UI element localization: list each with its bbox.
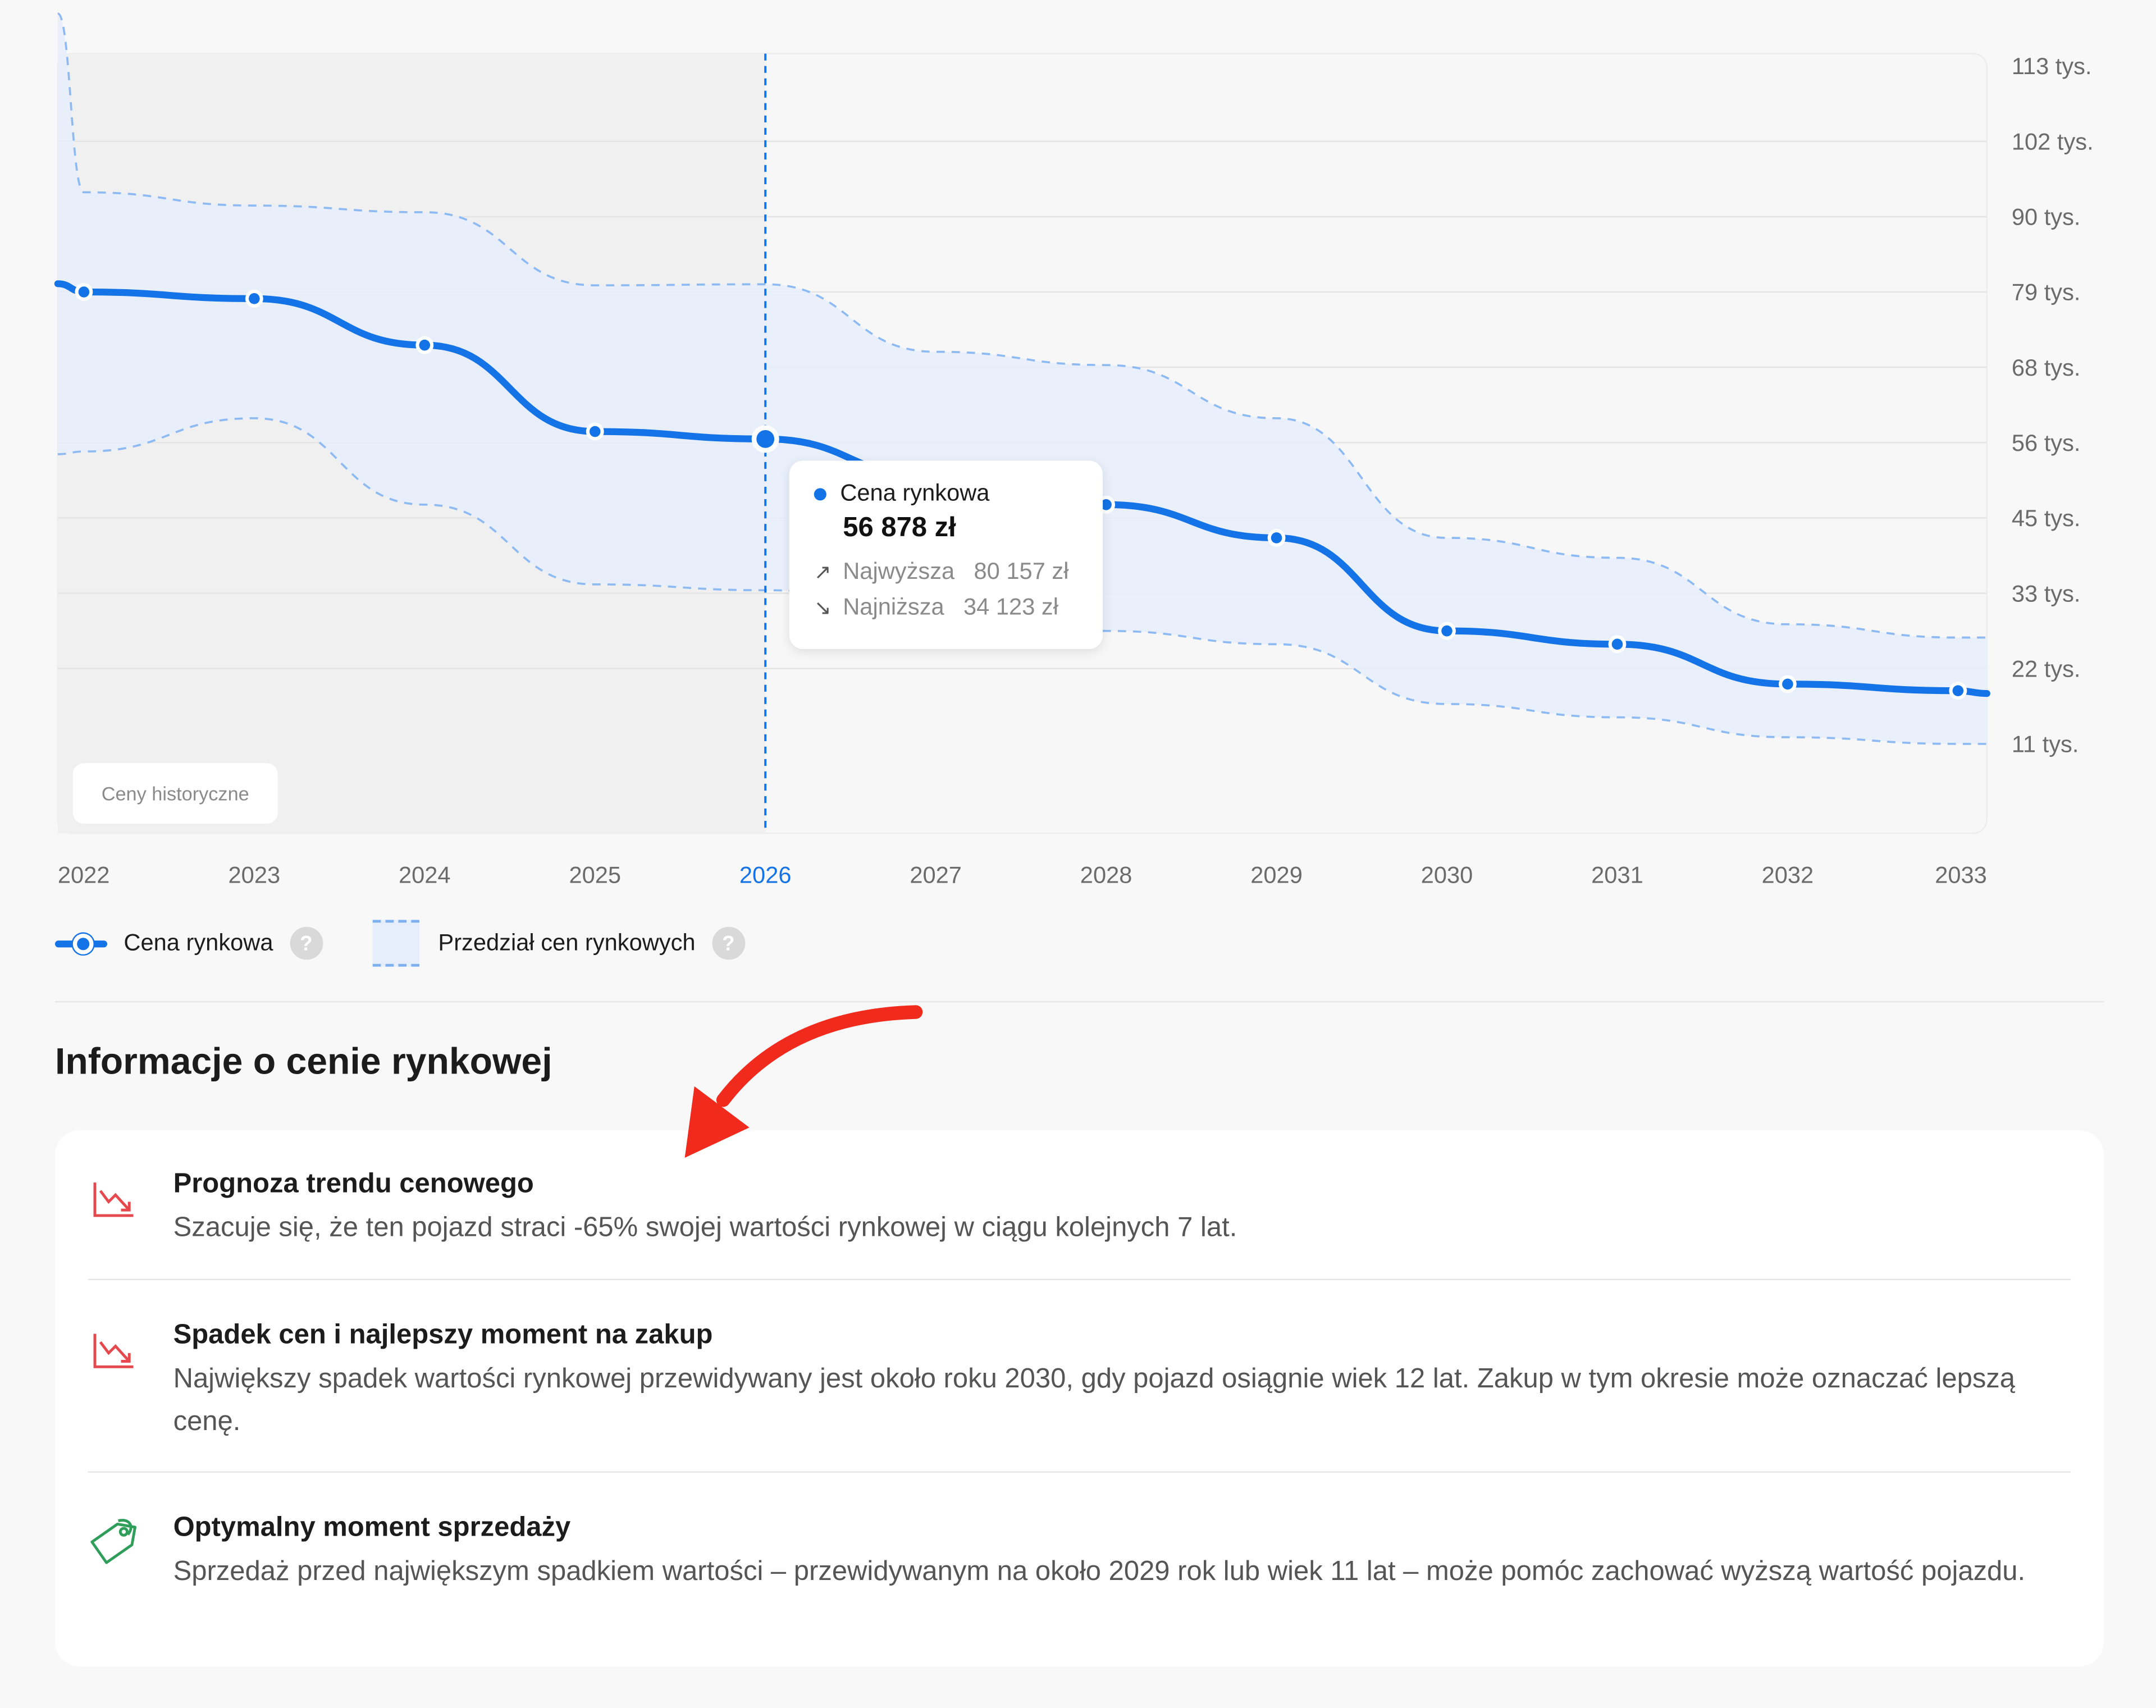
y-tick-label: 11 tys. [2012,731,2079,757]
data-point [249,293,260,304]
price-tag-icon [90,1519,136,1564]
tooltip-high-value: 80 157 zł [974,558,1069,584]
x-tick-label: 2023 [229,861,281,888]
data-point [589,426,601,437]
band-swatch-icon [372,920,419,967]
x-tick-label: 2031 [1591,861,1643,888]
data-point [1782,678,1793,690]
chart-legend: Cena rynkowa ? Przedział cen rynkowych ? [54,919,794,968]
y-tick-label: 113 tys. [2012,53,2092,79]
historical-prices-badge: Ceny historyczne [72,763,278,824]
y-tick-label: 22 tys. [2012,655,2081,682]
help-icon[interactable]: ? [289,926,323,960]
insight-title: Optymalny moment sprzedaży [173,1512,571,1543]
y-tick-label: 45 tys. [2012,505,2081,531]
x-tick-label: 2028 [1080,861,1132,888]
line-swatch-icon [54,933,108,955]
data-point [78,286,90,298]
y-tick-label: 56 tys. [2012,430,2081,456]
x-tick-label: 2029 [1250,861,1303,888]
data-point [1100,499,1112,510]
x-tick-label: 2033 [1935,861,1987,888]
price-range-band [57,13,1987,744]
y-tick-label: 68 tys. [2012,354,2081,381]
section-title: Informacje o cenie rynkowej [54,1040,552,1083]
tooltip-value: 56 878 zł [843,513,956,544]
insight-text: Największy spadek wartości rynkowej prze… [173,1364,2016,1437]
insight-divider [88,1278,2071,1281]
chart-tooltip: Cena rynkowa 56 878 zł ↗ Najwyższa 80 15… [789,460,1103,649]
price-range-upper-edge [57,12,1987,639]
insight-divider [88,1471,2071,1473]
y-tick-label: 102 tys. [2012,128,2094,154]
x-tick-label: 2026 [739,861,792,888]
legend-item-price-range: Przedział cen rynkowych ? [372,920,745,967]
x-tick-label: 2030 [1421,861,1473,888]
trend-down-icon [93,1333,134,1368]
data-point [1441,625,1452,637]
x-tick-label: 2027 [910,861,962,888]
x-tick-label: 2032 [1762,861,1814,888]
tooltip-low-value: 34 123 zł [963,593,1059,620]
data-point [1611,638,1623,650]
data-point [1952,685,1964,697]
help-icon[interactable]: ? [711,926,745,960]
x-tick-label: 2022 [58,861,110,888]
arrow-down-right-icon: ↘ [814,596,832,620]
annotation-arrow-icon [684,1005,923,1158]
tooltip-low-label: Najniższa [843,593,944,620]
section-divider [54,1001,2104,1003]
x-tick-label: 2025 [569,861,621,888]
legend-label-price-range: Przedział cen rynkowych [438,929,696,956]
y-tick-label: 90 tys. [2012,204,2081,230]
tooltip-title: Cena rynkowa [840,479,990,506]
tooltip-high-label: Najwyższa [843,558,955,584]
insight-text: Szacuje się, że ten pojazd straci -65% s… [173,1213,1237,1243]
legend-label-market-price: Cena rynkowa [124,929,273,956]
x-tick-label: 2024 [399,861,451,888]
data-point [419,339,431,351]
insight-title: Prognoza trendu cenowego [173,1168,534,1199]
series-dot-icon [814,487,826,500]
y-tick-label: 33 tys. [2012,580,2081,606]
arrow-up-right-icon: ↗ [814,561,832,584]
insight-title: Spadek cen i najlepszy moment na zakup [173,1320,713,1350]
data-point [756,430,775,448]
insight-text: Sprzedaż przed największym spadkiem wart… [173,1556,2026,1587]
data-point [1271,532,1282,544]
legend-item-market-price: Cena rynkowa ? [54,926,323,960]
price-chart: 113 tys. 102 tys. 90 tys. 79 tys. 68 tys. 56 … [54,12,2094,888]
insights-card: Prognoza trendu cenowego Szacuje się, że… [54,1130,2104,1667]
trend-down-icon [93,1182,134,1217]
y-tick-label: 79 tys. [2012,279,2081,305]
